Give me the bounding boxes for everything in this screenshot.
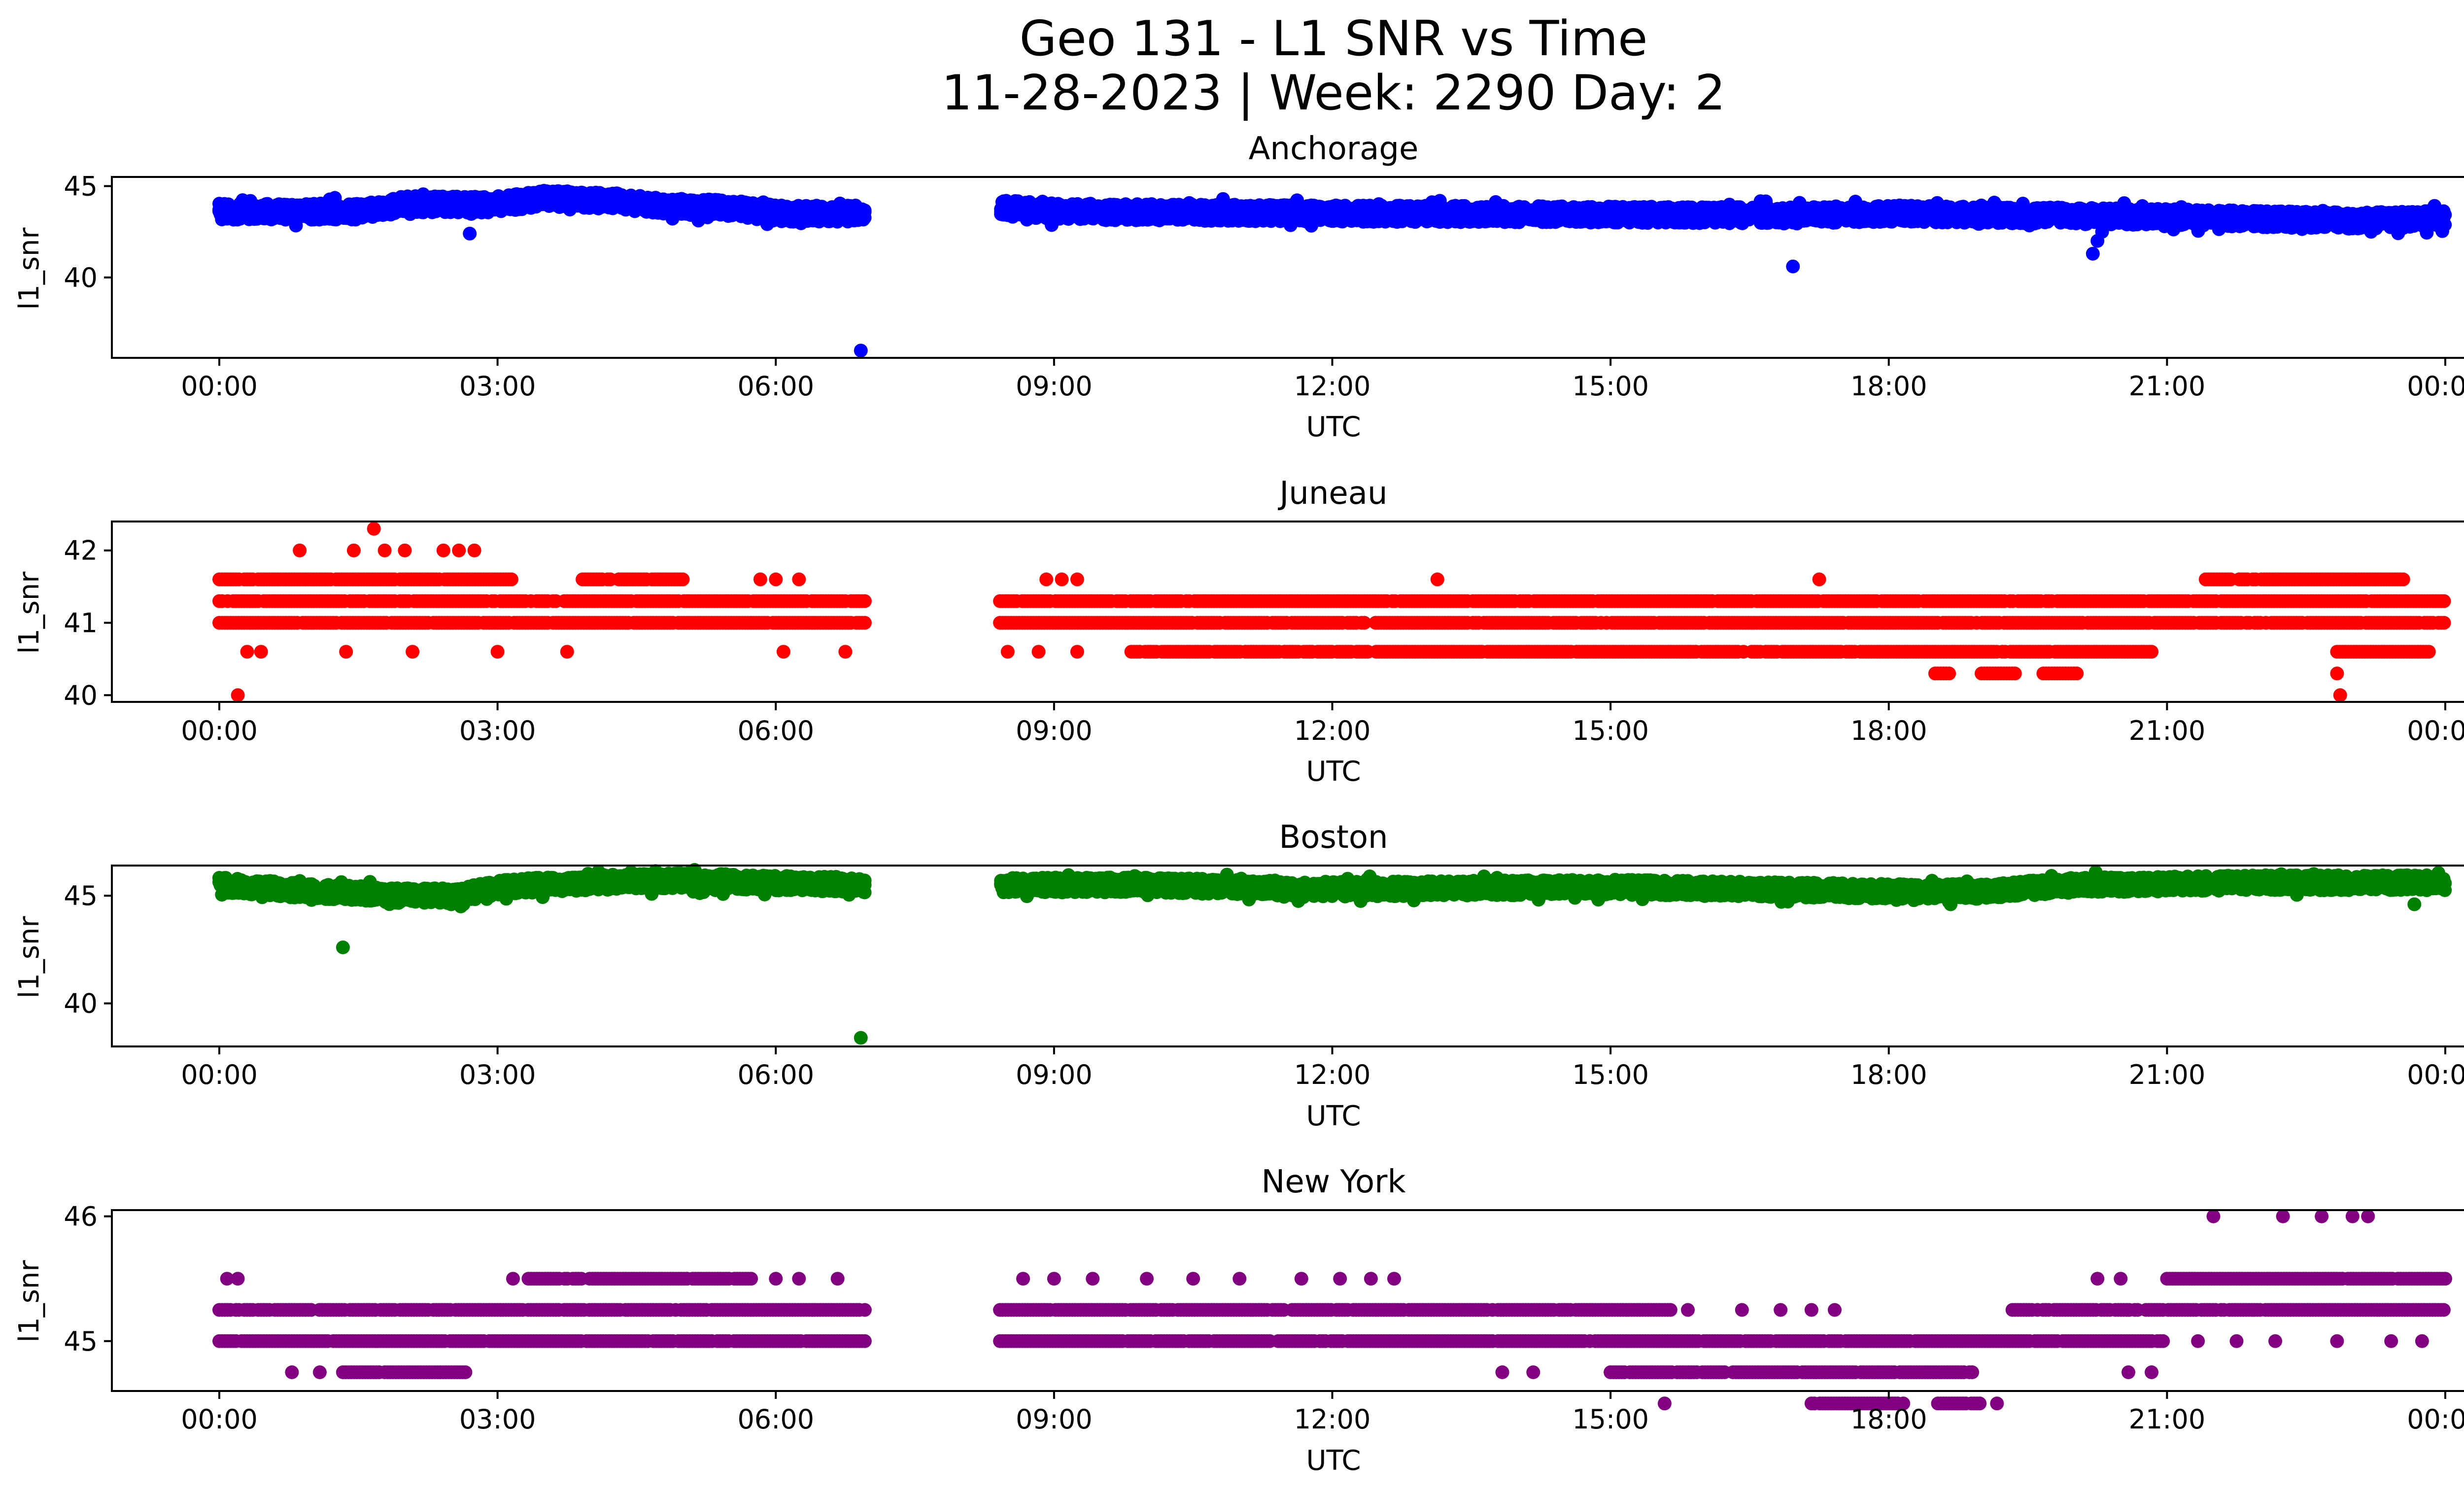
x-tick-label: 09:00 (1016, 371, 1093, 402)
x-tick-label: 06:00 (737, 371, 814, 402)
x-tick-label: 18:00 (1850, 371, 1927, 402)
y-tick-label: 40 (64, 262, 98, 293)
x-axis-label: UTC (1306, 756, 1361, 788)
x-tick-label: 21:00 (2129, 371, 2206, 402)
x-tick-label: 00:00 (2407, 371, 2464, 402)
data-point (2095, 225, 2109, 239)
y-tick-label: 45 (64, 171, 98, 202)
figure-title-line1: Geo 131 - L1 SNR vs Time (1020, 11, 1648, 67)
scatter-marks (212, 184, 2452, 358)
y-axis-label: l1_snr (13, 571, 45, 654)
x-tick-label: 15:00 (1572, 371, 1649, 402)
figure-title-line2: 11-28-2023 | Week: 2290 Day: 2 (942, 65, 1726, 121)
data-point (854, 344, 868, 358)
x-tick-label: 00:00 (181, 371, 258, 402)
panel-title: Anchorage (1249, 131, 1419, 167)
data-point (857, 205, 872, 219)
x-axis-label: UTC (1306, 411, 1361, 443)
panel-anchorage: Anchorage UTC l1_snr 00:00 03:00 06:00 09:0… (13, 131, 2464, 443)
x-tick-label: 03:00 (459, 371, 536, 402)
data-point (2364, 225, 2378, 239)
data-point (1786, 259, 1800, 274)
data-point (2438, 208, 2452, 222)
x-tick-label: 12:00 (1294, 371, 1371, 402)
y-axis-label: l1_snr (13, 227, 45, 310)
data-point (463, 226, 477, 241)
panel-title: Juneau (1277, 475, 1387, 512)
data-point (2086, 246, 2100, 261)
